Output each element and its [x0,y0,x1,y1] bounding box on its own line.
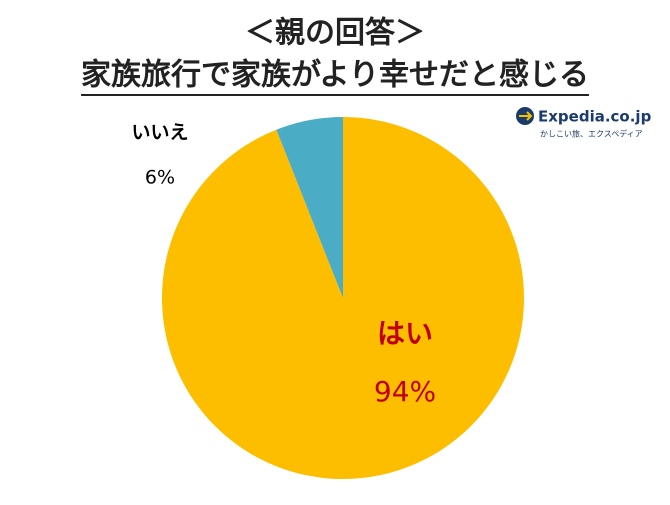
slice-label: はい [377,317,433,350]
chart-subtitle: 家族旅行で家族がより幸せだと感じる [81,58,589,93]
value-label: 6% [145,167,175,189]
logo-tagline: かしこい旅、エクスペディア [540,129,643,139]
logo-arrow [519,111,533,121]
slice-label: いいえ [131,122,188,144]
value-label: 94% [374,375,436,408]
logo-name: Expedia.co.jp [538,108,652,126]
logo: Expedia.co.jp かしこい旅、エクスペディア [516,107,652,139]
chart-title: ＜親の回答＞ [245,16,425,51]
pie-slice [276,117,343,298]
